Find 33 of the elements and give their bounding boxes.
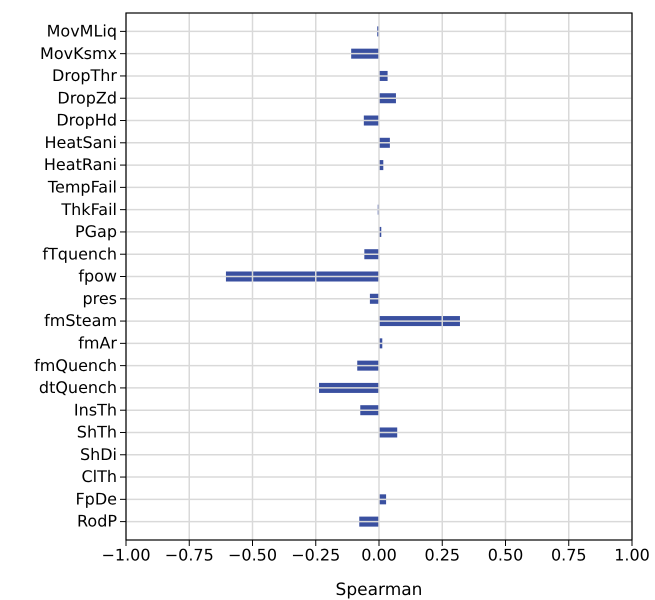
x-tick-label: −0.50	[228, 545, 278, 564]
y-tick-label: RodP	[77, 512, 118, 531]
x-tick-label: 0.00	[361, 545, 397, 564]
x-tick-label: −0.25	[291, 545, 340, 564]
y-tick-label: fmAr	[78, 333, 118, 352]
y-tick-label: DropHd	[56, 110, 117, 130]
y-tick-label: MovKsmx	[40, 44, 117, 63]
x-tick-label: 1.00	[614, 545, 650, 564]
x-tick-label: 0.50	[488, 545, 524, 564]
y-tick-label: fmQuench	[34, 356, 117, 375]
y-tick-label: PGap	[74, 222, 117, 242]
y-tick-label: ThkFail	[60, 200, 117, 219]
x-tick-label: 0.25	[424, 545, 460, 564]
y-tick-label: ShDi	[80, 444, 117, 464]
y-tick-label: FpDe	[75, 489, 117, 508]
x-tick-label: −0.75	[164, 545, 214, 564]
x-tick-label: −1.00	[101, 545, 151, 564]
y-tick-label: fmSteam	[44, 311, 117, 330]
y-tick-label: DropZd	[57, 88, 117, 108]
y-tick-label: pres	[82, 288, 117, 308]
y-tick-label: ClTh	[81, 467, 117, 486]
x-tick-label: 0.75	[550, 545, 587, 564]
y-tick-label: DropThr	[52, 66, 118, 86]
y-tick-label: dtQuench	[38, 378, 117, 398]
y-tick-label: fpow	[78, 266, 117, 286]
y-tick-label: TempFail	[46, 177, 117, 196]
y-tick-label: MovMLiq	[46, 22, 117, 41]
x-axis-title: Spearman	[336, 580, 422, 600]
y-tick-label: ShTh	[76, 422, 117, 442]
y-tick-label: HeatSani	[44, 132, 117, 152]
y-tick-label: HeatRani	[44, 155, 117, 174]
y-tick-label: InsTh	[74, 400, 117, 420]
y-tick-label: fTquench	[42, 244, 117, 264]
